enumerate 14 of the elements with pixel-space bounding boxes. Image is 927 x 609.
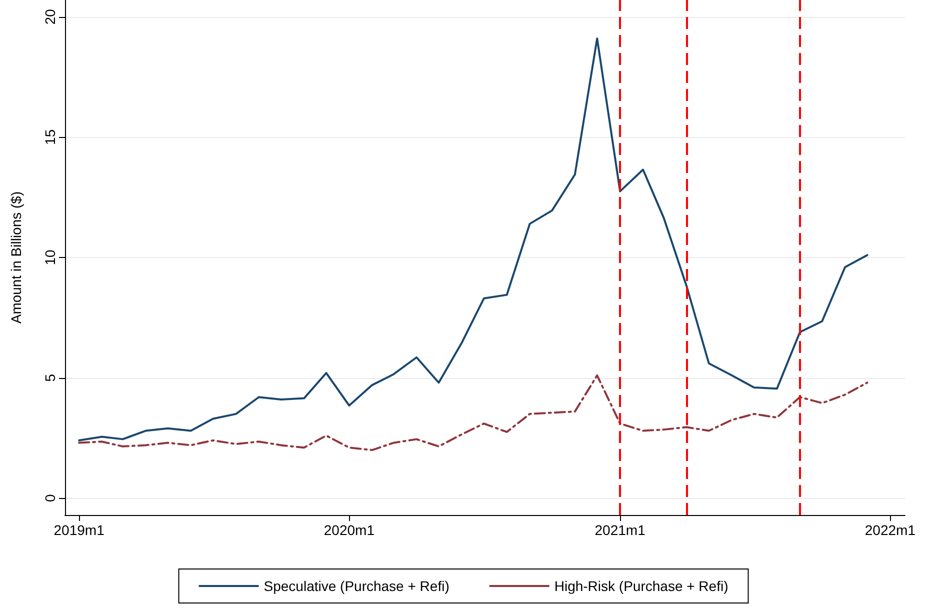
y-tick-label: 5 <box>42 374 58 382</box>
line-series <box>78 38 868 442</box>
legend-label: Speculative (Purchase + Refi) <box>264 578 450 594</box>
line-series <box>78 374 868 452</box>
y-tick-label: 10 <box>42 250 58 266</box>
legend-label: High-Risk (Purchase + Refi) <box>554 578 728 594</box>
x-tick-label: 2019m1 <box>54 522 105 538</box>
y-tick-label: 0 <box>42 494 58 502</box>
y-tick-label: 20 <box>42 8 58 25</box>
x-tick-label: 2020m1 <box>324 522 375 538</box>
y-axis-title: Amount in Billions ($) <box>8 191 24 324</box>
x-tick-label: 2022m1 <box>864 522 916 538</box>
y-tick-label: 15 <box>42 129 58 145</box>
x-tick-label: 2021m1 <box>594 522 646 538</box>
